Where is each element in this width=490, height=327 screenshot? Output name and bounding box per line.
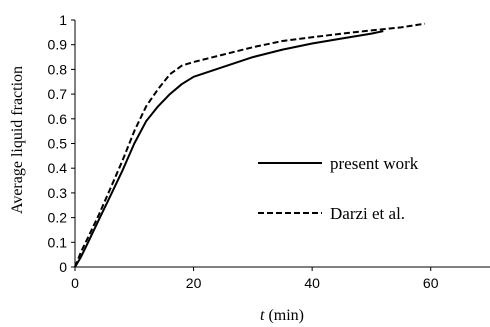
x-axis-title: t (min) [260,307,304,324]
y-tick-label: 0.5 [48,136,68,152]
y-tick-label: 0.3 [48,185,68,201]
legend: present work Darzi et al. [258,154,419,223]
y-tick-label: 0.6 [48,111,68,127]
x-tick-label: 60 [423,275,439,291]
axes [71,19,490,271]
y-tick-labels: 0 0.1 0.2 0.3 0.4 0.5 0.6 0.7 0.8 0.9 1 [48,12,68,275]
x-tick-label: 20 [186,275,202,291]
x-tick-label: 40 [304,275,320,291]
y-tick-label: 0.9 [48,37,68,53]
y-tick-label: 1 [59,12,67,28]
y-tick-label: 0.1 [48,234,68,250]
y-axis-title: Average liquid fraction [9,66,26,214]
legend-label-darzi: Darzi et al. [330,204,405,223]
y-tick-label: 0.2 [48,210,68,226]
y-tick-label: 0.7 [48,86,68,102]
x-axis-title-variable: t [260,307,265,324]
y-tick-label: 0.4 [48,160,68,176]
series-line-0 [74,30,384,268]
series-lines [74,22,425,268]
x-tick-label: 0 [71,275,79,291]
x-axis-title-unit: (min) [264,307,304,324]
y-tick-label: 0.8 [48,61,68,77]
legend-label-present-work: present work [330,154,419,173]
x-tick-labels: 0 20 40 60 [71,275,439,291]
y-tick-label: 0 [59,259,67,275]
series-line-1 [74,22,425,268]
